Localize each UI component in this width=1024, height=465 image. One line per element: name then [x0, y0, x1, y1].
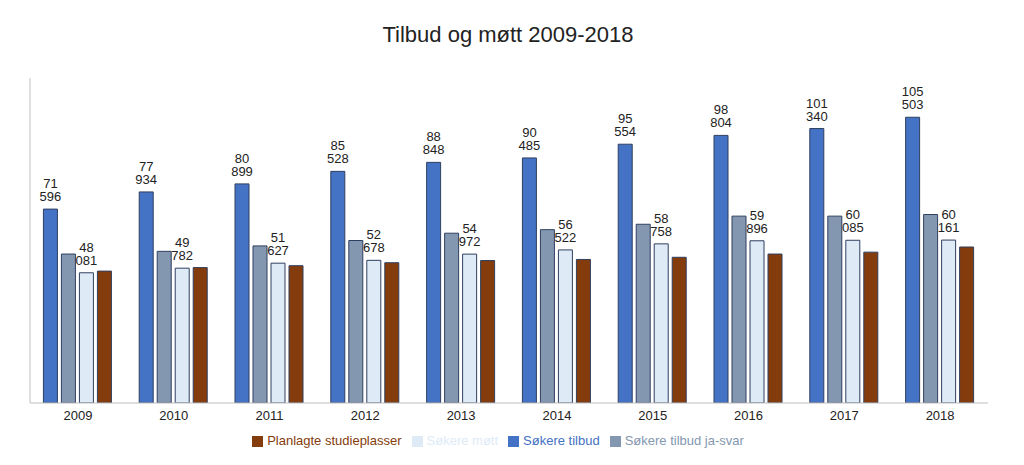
svg-text:48081: 48081	[76, 240, 98, 268]
svg-text:2009: 2009	[63, 408, 92, 423]
svg-text:49782: 49782	[171, 235, 193, 263]
svg-text:71596: 71596	[40, 176, 62, 204]
svg-text:88848: 88848	[423, 129, 445, 157]
svg-text:2015: 2015	[638, 408, 667, 423]
svg-text:54972: 54972	[459, 221, 481, 249]
svg-text:2017: 2017	[830, 408, 859, 423]
svg-text:80899: 80899	[231, 151, 253, 179]
svg-text:2010: 2010	[159, 408, 188, 423]
svg-text:95554: 95554	[614, 111, 636, 139]
svg-text:101340: 101340	[806, 96, 828, 124]
svg-text:52678: 52678	[363, 227, 385, 255]
svg-text:51627: 51627	[267, 230, 289, 258]
svg-text:60085: 60085	[842, 207, 864, 235]
svg-text:2016: 2016	[734, 408, 763, 423]
html-text:Tilbud og møtt 2009-2018: Tilbud og møtt 2009-2018	[382, 22, 634, 47]
svg-text:2014: 2014	[542, 408, 571, 423]
svg-text:98804: 98804	[710, 102, 732, 130]
html-text:Søkere tilbud ja-svar: Søkere tilbud ja-svar	[624, 433, 744, 448]
html-text:Planlagte studieplasser: Planlagte studieplasser	[267, 433, 402, 448]
svg-text:90485: 90485	[519, 125, 541, 153]
svg-text:2012: 2012	[351, 408, 380, 423]
svg-text:56522: 56522	[555, 217, 577, 245]
svg-text:85528: 85528	[327, 138, 349, 166]
svg-text:60161: 60161	[938, 207, 960, 235]
svg-text:105503: 105503	[902, 84, 924, 112]
svg-text:58758: 58758	[650, 211, 672, 239]
svg-text:2013: 2013	[447, 408, 476, 423]
svg-text:77934: 77934	[135, 159, 157, 187]
html-text:Søkere møtt: Søkere møtt	[426, 433, 499, 448]
svg-text:2018: 2018	[926, 408, 955, 423]
html-text:Søkere tilbud: Søkere tilbud	[523, 433, 600, 448]
svg-text:59896: 59896	[746, 208, 768, 236]
svg-text:2011: 2011	[256, 408, 284, 423]
